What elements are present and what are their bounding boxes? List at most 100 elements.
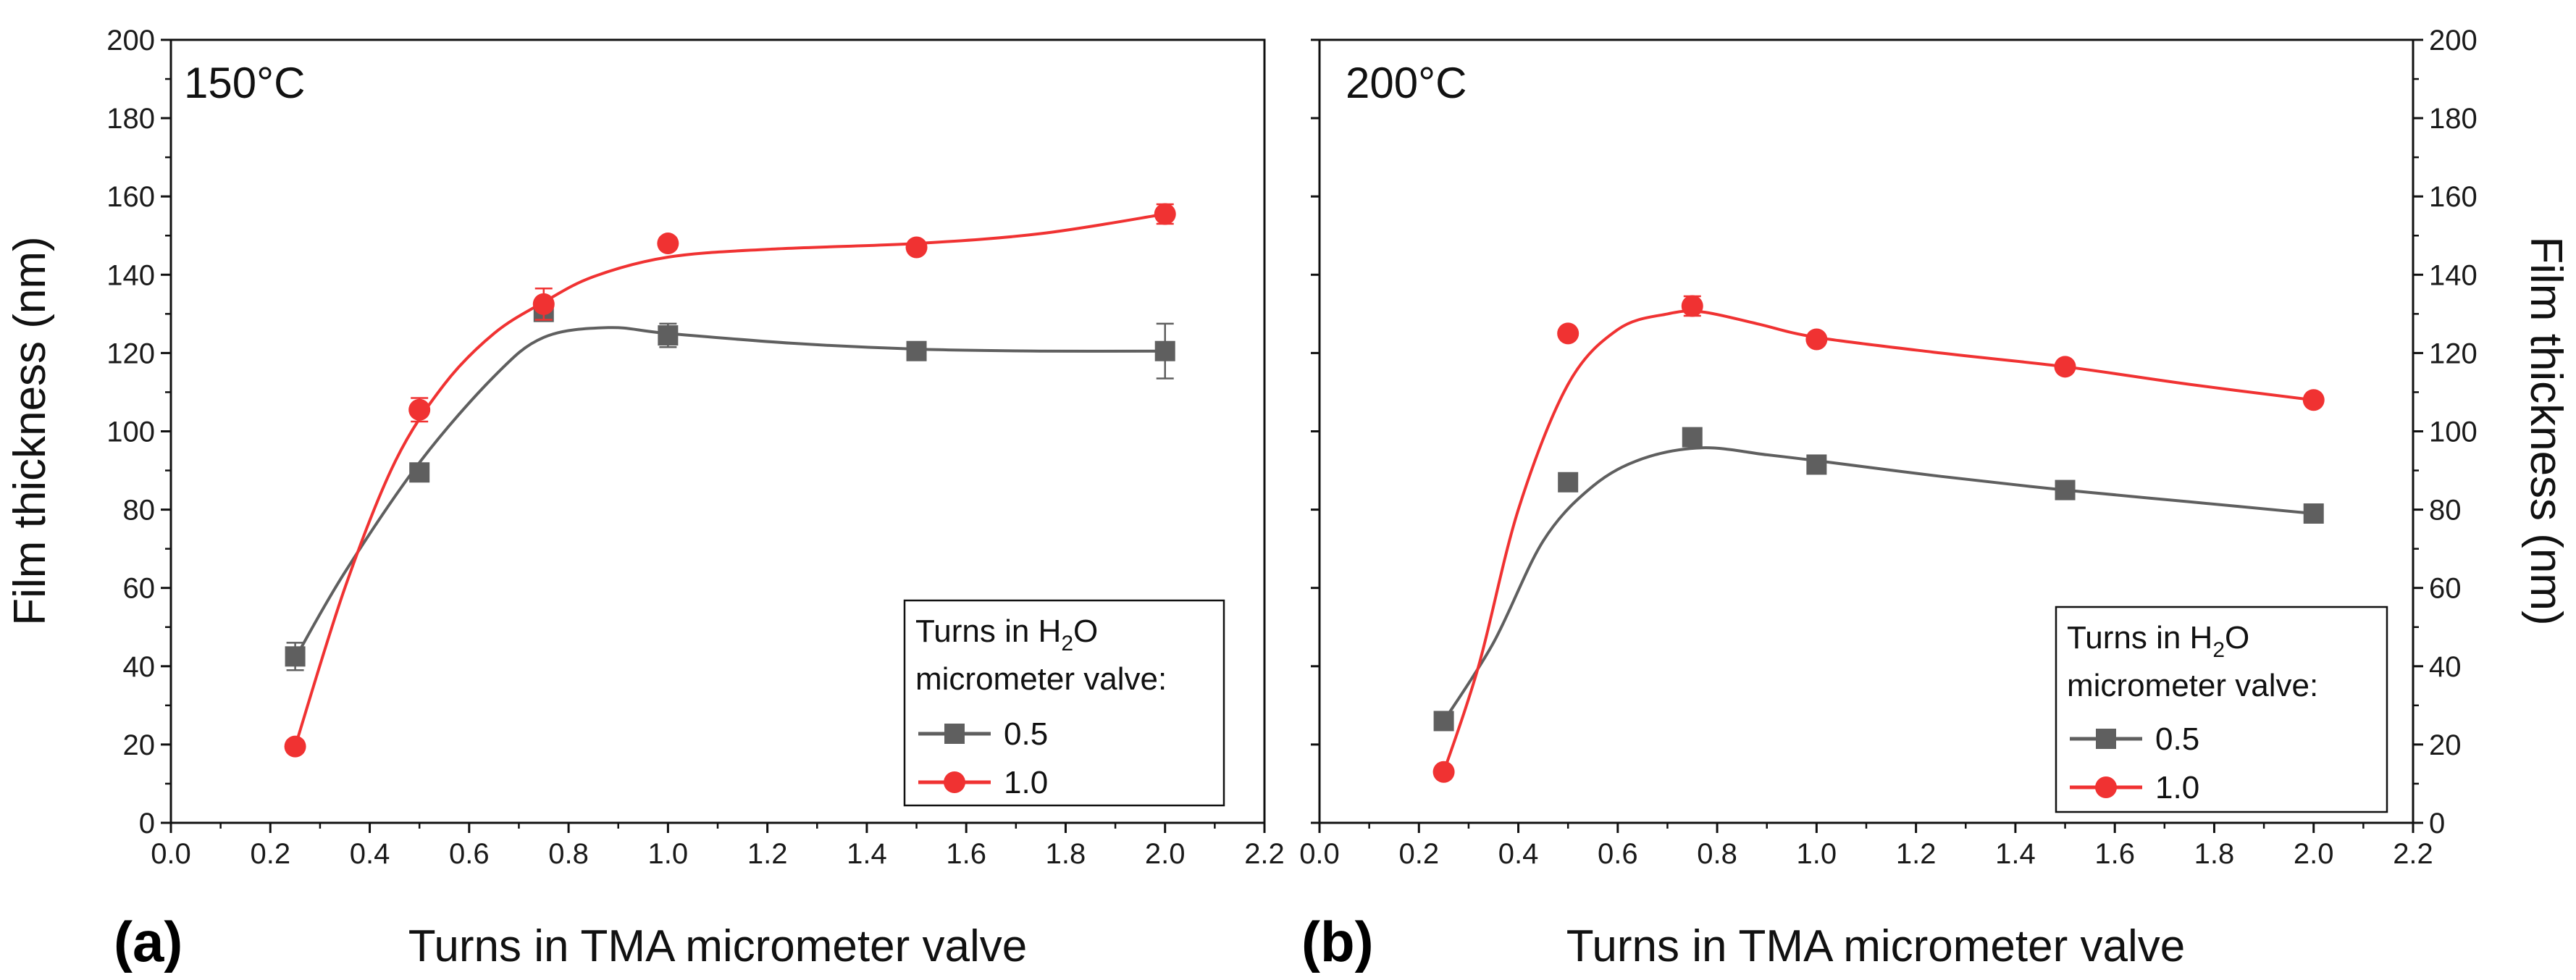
x-tick-label: 2.0: [2294, 838, 2334, 870]
legend: Turns in H2O micrometer valve: 0.5 1.0: [903, 599, 1225, 807]
y-tick-label: 100: [106, 416, 155, 448]
fit-curve-0-5: [1442, 446, 2314, 722]
y-tick-label: 120: [2429, 338, 2478, 369]
y-tick-label: 60: [2429, 573, 2462, 605]
y-tick-label: 180: [2429, 103, 2478, 135]
temperature-label: 200°C: [1346, 59, 1467, 107]
x-tick-label: 0.6: [449, 838, 490, 870]
legend-label-1-0: 1.0: [2155, 770, 2199, 805]
legend-title-line1: Turns in H2O: [915, 613, 1098, 656]
x-tick-label: 0.0: [1299, 838, 1340, 870]
x-tick-label: 0.6: [1598, 838, 1638, 870]
x-tick-label: 1.6: [2094, 838, 2135, 870]
legend-title-line2: micrometer valve:: [2067, 668, 2318, 703]
y-tick-label: 200: [2429, 25, 2478, 56]
x-tick-label: 1.0: [1797, 838, 1837, 870]
panel-b: 0.0 0.2 0.4 0.6 0.8 1.0 1.2 1.4 1.6 1.8 2.0 2.20 20 4…: [1299, 25, 2571, 973]
data-point-0-5: [2055, 479, 2076, 501]
fit-curve-0-5: [293, 326, 1165, 659]
y-axis-title-right: Film thickness (nm): [2521, 236, 2571, 625]
y-tick-label: 140: [2429, 259, 2478, 291]
x-tick-label: 1.6: [946, 838, 986, 870]
fit-curves: [293, 212, 1166, 747]
data-point-1-0: [657, 233, 679, 255]
data-point-1-0: [2054, 356, 2076, 378]
x-tick-label: 1.8: [2194, 838, 2235, 870]
data-points: [284, 203, 1176, 758]
x-tick-label: 0.8: [548, 838, 589, 870]
legend-marker-circle: [944, 771, 965, 793]
data-point-1-0: [1432, 761, 1455, 783]
y-tick-label: 60: [123, 573, 156, 605]
y-tick-label: 20: [123, 729, 156, 761]
x-axis-title: Turns in TMA micrometer valve: [408, 921, 1027, 971]
y-axis-title: Film thickness (nm): [5, 236, 55, 625]
x-tick-label: 0.4: [350, 838, 390, 870]
x-tick-label: 1.4: [1995, 838, 2036, 870]
legend-box: [903, 599, 1225, 807]
x-tick-label: 1.2: [747, 838, 788, 870]
fit-curve-1-0: [1442, 309, 2314, 773]
x-tick-label: 1.2: [1896, 838, 1937, 870]
y-tick-label: 80: [2429, 495, 2462, 527]
data-point-0-5: [1433, 711, 1454, 732]
panel-label: (b): [1301, 910, 1374, 973]
temperature-label: 150°C: [184, 59, 305, 107]
x-tick-label: 0.4: [1498, 838, 1539, 870]
y-tick-label: 200: [106, 25, 155, 56]
data-point-1-0: [1154, 203, 1176, 225]
axis-ticks: 0.0 0.2 0.4 0.6 0.8 1.0 1.2 1.4 1.6 1.8 2.0 2.20204…: [1299, 25, 2478, 870]
data-point-1-0: [1681, 295, 1703, 317]
y-tick-label: 140: [106, 259, 155, 291]
panel-a: 0.0 0.2 0.4 0.6 0.8 1.0 1.2 1.4 1.6 1.8 2.0 2.2 0 20 4…: [5, 25, 1285, 973]
legend-marker-square: [944, 724, 965, 744]
data-point-1-0: [408, 398, 431, 421]
legend-title-line1: Turns in H2O: [2067, 620, 2249, 662]
data-point-1-0: [2302, 389, 2325, 411]
fit-curve-1-0: [293, 212, 1166, 747]
x-tick-label: 2.0: [1145, 838, 1186, 870]
legend-marker-circle: [2095, 776, 2117, 798]
legend-title-line2: micrometer valve:: [915, 661, 1167, 697]
legend-label-1-0: 1.0: [1004, 765, 1048, 800]
legend: Turns in H2O micrometer valve: 0.5 1.0: [2055, 606, 2388, 813]
y-tick-label: 180: [106, 103, 155, 135]
data-point-0-5: [409, 462, 430, 483]
data-point-0-5: [658, 325, 679, 346]
x-axis-title: Turns in TMA micrometer valve: [1566, 921, 2185, 971]
axis-ticks: 0.0 0.2 0.4 0.6 0.8 1.0 1.2 1.4 1.6 1.8 2.0 2.20204…: [106, 25, 1285, 870]
y-tick-label: 40: [123, 651, 156, 683]
x-tick-label: 0.0: [151, 838, 191, 870]
legend-label-0-5: 0.5: [2155, 721, 2199, 757]
y-tick-label: 100: [2429, 416, 2478, 448]
x-tick-label: 0.8: [1697, 838, 1737, 870]
x-tick-label: 2.2: [2393, 838, 2433, 870]
x-tick-label: 2.2: [1244, 838, 1285, 870]
x-tick-label: 1.8: [1046, 838, 1086, 870]
y-tick-label: 0: [139, 808, 155, 839]
x-tick-label: 0.2: [250, 838, 290, 870]
y-tick-label: 160: [106, 181, 155, 213]
x-tick-label: 1.0: [648, 838, 689, 870]
y-tick-label: 0: [2429, 808, 2445, 839]
data-point-1-0: [905, 236, 928, 259]
y-tick-label: 20: [2429, 729, 2462, 761]
data-point-0-5: [2303, 503, 2324, 524]
data-point-0-5: [1682, 427, 1703, 448]
data-point-1-0: [1805, 328, 1828, 351]
data-point-0-5: [1154, 340, 1175, 361]
data-point-1-0: [532, 293, 555, 315]
y-tick-label: 80: [123, 495, 156, 527]
legend-label-0-5: 0.5: [1004, 716, 1048, 752]
data-point-0-5: [285, 646, 306, 667]
panel-label: (a): [114, 910, 182, 973]
y-tick-label: 160: [2429, 181, 2478, 213]
data-point-0-5: [906, 340, 927, 361]
data-point-1-0: [1557, 322, 1579, 345]
legend-marker-square: [2096, 729, 2116, 749]
data-point-0-5: [1806, 454, 1827, 475]
data-points: [1432, 295, 2325, 783]
data-point-0-5: [1558, 472, 1579, 493]
y-tick-label: 40: [2429, 651, 2462, 683]
